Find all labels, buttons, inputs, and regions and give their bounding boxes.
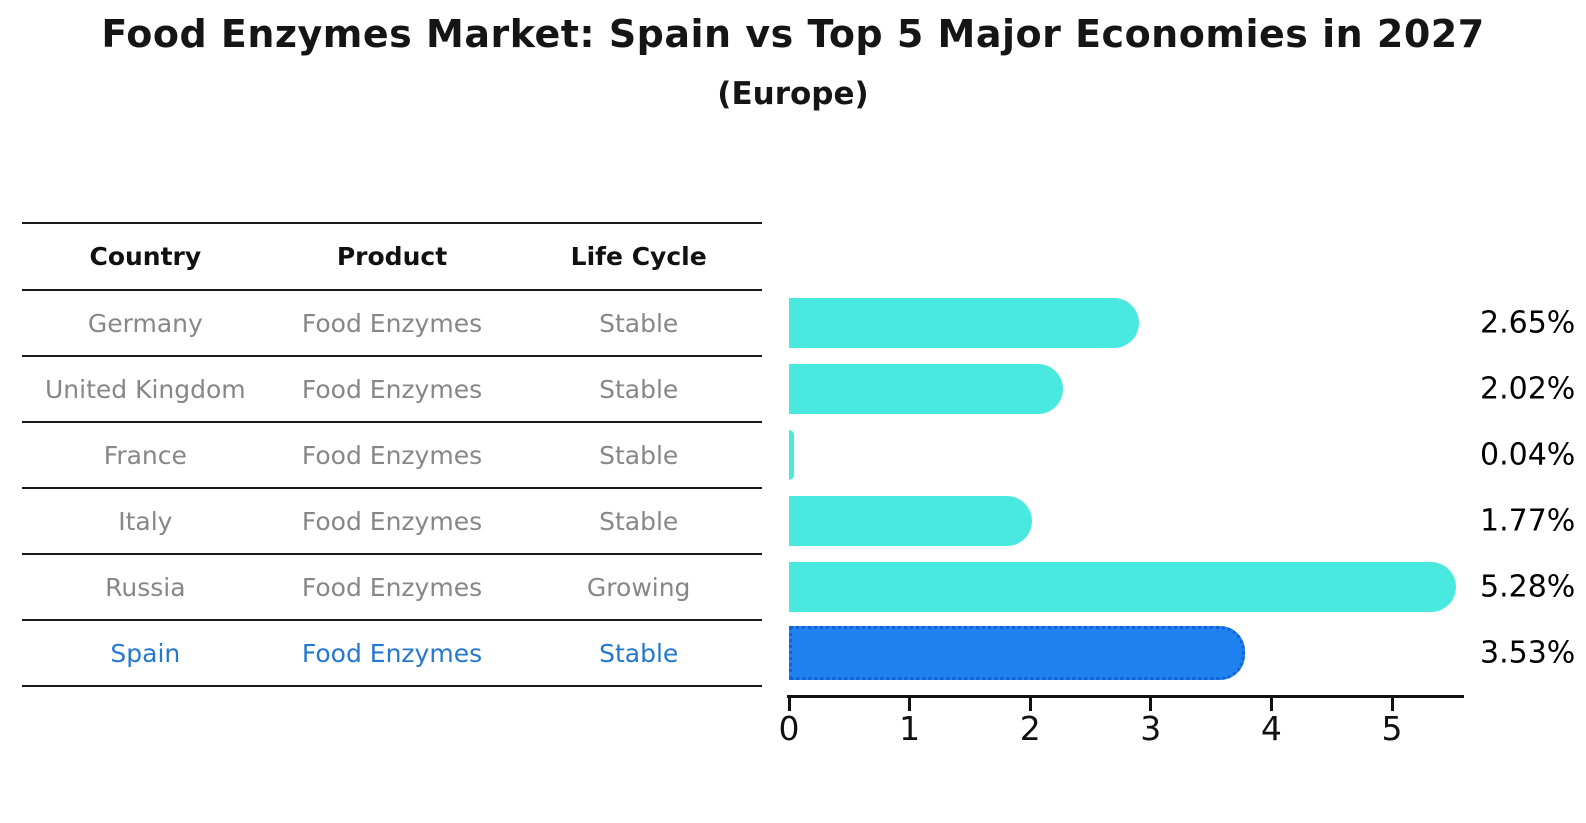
table-cell-life-cycle: Stable: [599, 440, 679, 470]
x-axis-tick: [1149, 698, 1153, 711]
table-header-cell-life-cycle: Life Cycle: [570, 242, 707, 271]
x-axis-tick: [787, 698, 791, 711]
x-axis-tick: [1269, 698, 1273, 711]
chart-subtitle: (Europe): [717, 76, 869, 112]
table-row: United Kingdom Food Enzymes Stable: [22, 357, 762, 423]
bar: [789, 430, 794, 480]
table-row: Italy Food Enzymes Stable: [22, 489, 762, 555]
table-cell-product: Food Enzymes: [301, 440, 483, 470]
chart-title: Food Enzymes Market: Spain vs Top 5 Majo…: [101, 12, 1485, 56]
x-axis-tick-label: 3: [1140, 709, 1162, 748]
x-axis-tick-label: 5: [1381, 709, 1403, 748]
bar: [789, 496, 1032, 546]
bar-value-label: 0.04%: [1480, 437, 1576, 473]
table-cell-country: Italy: [118, 506, 173, 536]
table-body: Germany Food Enzymes Stable United Kingdom F…: [22, 291, 762, 687]
table-row: Germany Food Enzymes Stable: [22, 291, 762, 357]
table-row: Russia Food Enzymes Growing: [22, 555, 762, 621]
table-cell-product: Food Enzymes: [301, 308, 483, 338]
bar: [789, 364, 1063, 414]
table-header-row: Country Product Life Cycle: [22, 224, 762, 291]
bar: [789, 298, 1139, 348]
table-cell-product: Food Enzymes: [301, 572, 483, 602]
table-cell-product: Food Enzymes: [301, 374, 483, 404]
table-cell-life-cycle: Stable: [599, 374, 679, 404]
table-cell-country: United Kingdom: [45, 374, 246, 404]
x-axis-tick-label: 0: [778, 709, 800, 748]
table-cell-life-cycle: Stable: [599, 638, 679, 668]
table-header-cell-product: Product: [336, 242, 448, 271]
table-cell-life-cycle: Stable: [599, 308, 679, 338]
table-cell-product: Food Enzymes: [301, 506, 483, 536]
x-axis-line: [787, 695, 1464, 698]
bar-highlighted: [789, 626, 1245, 680]
comparison-table: Country Product Life Cycle Germany Food Enz…: [22, 222, 762, 687]
x-axis-tick-label: 2: [1019, 709, 1041, 748]
bar-value-label: 2.65%: [1480, 305, 1576, 341]
bar: [789, 562, 1456, 612]
table-cell-country: France: [103, 440, 187, 470]
table-row: France Food Enzymes Stable: [22, 423, 762, 489]
table-cell-country: Germany: [87, 308, 203, 338]
table-cell-life-cycle: Stable: [599, 506, 679, 536]
x-axis-tick-label: 1: [899, 709, 921, 748]
x-axis-tick: [1390, 698, 1394, 711]
bar-value-label: 2.02%: [1480, 371, 1576, 407]
table-cell-country: Spain: [110, 638, 181, 668]
table-row: Spain Food Enzymes Stable: [22, 621, 762, 687]
x-axis-tick: [1028, 698, 1032, 711]
table-cell-country: Russia: [105, 572, 186, 602]
bar-value-label: 3.53%: [1480, 635, 1576, 671]
bar-value-label: 5.28%: [1480, 569, 1576, 605]
table-header-cell-country: Country: [89, 242, 202, 271]
table-cell-product: Food Enzymes: [301, 638, 483, 668]
bar-value-label: 1.77%: [1480, 503, 1576, 539]
x-axis-tick-label: 4: [1260, 709, 1282, 748]
x-axis-tick: [908, 698, 912, 711]
table-cell-life-cycle: Growing: [586, 572, 691, 602]
